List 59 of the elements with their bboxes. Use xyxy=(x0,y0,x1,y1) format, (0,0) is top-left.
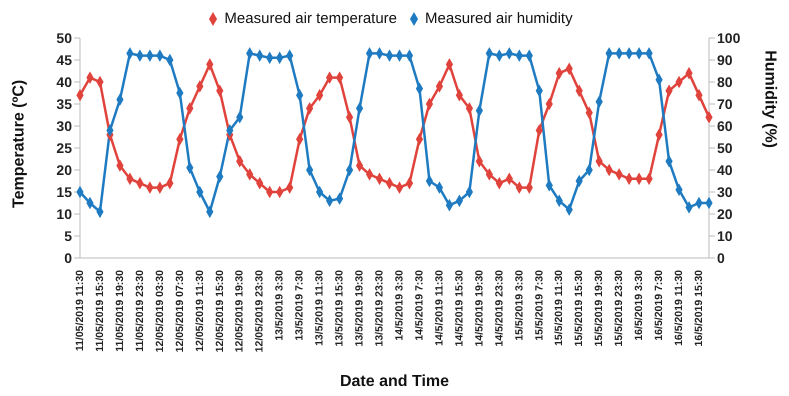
y-axis-title: Temperature (ºC) xyxy=(10,80,28,208)
y-tick-label: 30 xyxy=(56,118,72,134)
y-tick-label: 0 xyxy=(64,250,72,266)
x-tick-label: 12/05/2019 11:30 xyxy=(194,270,206,352)
y-tick-label: 40 xyxy=(56,74,72,90)
x-axis-title: Date and Time xyxy=(340,373,450,390)
x-tick-label: 12/05/2019 19:30 xyxy=(234,270,246,352)
x-tick-label: 12/05/2019 23:30 xyxy=(254,270,266,352)
y-tick-label: 5 xyxy=(64,228,72,244)
x-tick-label: 14/5/2019 19:30 xyxy=(473,270,486,346)
x-tick-label: 16/5/2019 7:30 xyxy=(653,270,666,341)
x-tick-label: 12/05/2019 15:30 xyxy=(214,270,226,352)
y-tick-label: 15 xyxy=(56,184,72,200)
y-tick-label: 20 xyxy=(56,162,72,178)
y2-tick-label: 50 xyxy=(717,140,733,156)
y2-tick-label: 10 xyxy=(717,228,733,244)
x-tick-label: 15/5/2019 7:30 xyxy=(533,270,546,341)
x-tick-label: 15/5/2019 11:30 xyxy=(553,270,566,346)
x-tick-label: 13/5/2019 11:30 xyxy=(314,270,326,346)
x-tick-label: 13/5/2019 15:30 xyxy=(334,270,346,346)
x-tick-label: 15/5/2019 15:30 xyxy=(573,270,586,346)
y2-tick-label: 70 xyxy=(717,96,733,112)
x-tick-label: 13/5/2019 23:30 xyxy=(374,270,386,346)
y2-axis-title: Humidity (%) xyxy=(761,50,778,148)
legend-label: Measured air temperature xyxy=(224,10,398,27)
x-tick-label: 13/5/2019 19:30 xyxy=(354,270,366,346)
y2-tick-label: 0 xyxy=(717,250,725,266)
x-tick-label: 15/5/2019 23:30 xyxy=(613,270,626,346)
x-tick-label: 15/5/2019 3:30 xyxy=(513,270,526,341)
y-tick-label: 25 xyxy=(56,140,72,156)
y-tick-label: 50 xyxy=(56,30,72,46)
y-tick-label: 10 xyxy=(56,206,72,222)
x-tick-label: 14/5/2019 3:30 xyxy=(393,270,406,341)
y-tick-label: 45 xyxy=(56,52,72,68)
x-tick-label: 14/5/2019 23:30 xyxy=(493,270,506,346)
x-tick-label: 13/5/2019 3:30 xyxy=(274,270,286,341)
x-tick-label: 11/05/2019 23:30 xyxy=(134,270,146,352)
legend-label: Measured air humidity xyxy=(425,10,573,27)
x-tick-label: 14/5/2019 15:30 xyxy=(453,270,466,346)
x-tick-label: 16/5/2019 11:30 xyxy=(673,270,686,346)
x-tick-label: 12/05/2019 03:30 xyxy=(154,270,166,352)
x-tick-label: 12/05/2019 07:30 xyxy=(174,270,186,352)
y2-tick-label: 80 xyxy=(717,74,733,90)
y2-tick-label: 90 xyxy=(717,52,733,68)
x-tick-label: 11/05/2019 15:30 xyxy=(94,270,106,352)
x-tick-label: 11/05/2019 11:30 xyxy=(74,270,86,352)
y2-tick-label: 20 xyxy=(717,206,733,222)
y-tick-label: 35 xyxy=(56,96,72,112)
y2-tick-label: 60 xyxy=(717,118,733,134)
x-tick-label: 14/5/2019 7:30 xyxy=(413,270,426,341)
y2-tick-label: 30 xyxy=(717,184,733,200)
x-tick-label: 11/05/2019 19:30 xyxy=(114,270,126,352)
y2-tick-label: 40 xyxy=(717,162,733,178)
x-tick-label: 16/5/2019 15:30 xyxy=(693,270,706,346)
x-tick-label: 14/5/2019 11:30 xyxy=(433,270,446,346)
y2-tick-label: 100 xyxy=(717,30,741,46)
x-tick-label: 16/5/2019 3:30 xyxy=(633,270,646,341)
x-tick-label: 15/5/2019 19:30 xyxy=(593,270,606,346)
x-tick-label: 13/5/2019 7:30 xyxy=(294,270,306,341)
